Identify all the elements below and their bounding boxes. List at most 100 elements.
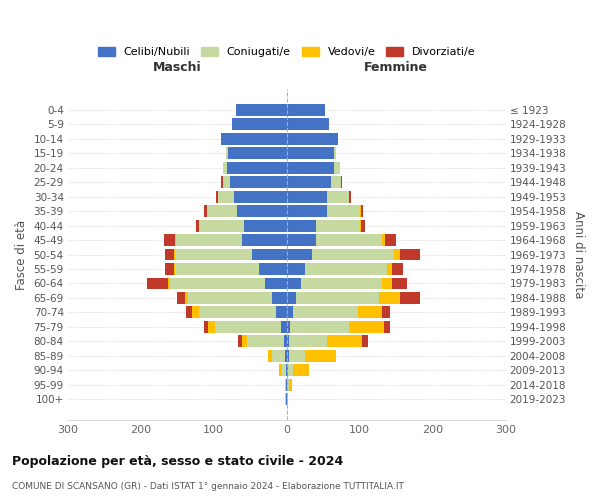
Bar (288, 364, 293, 376)
Bar (334, 162, 340, 173)
Bar (316, 220, 359, 232)
Bar (287, 205, 327, 217)
Bar (185, 292, 188, 304)
Bar (359, 220, 361, 232)
Bar (287, 278, 301, 289)
Bar (287, 292, 296, 304)
Bar (287, 234, 316, 246)
Bar (229, 148, 287, 159)
Bar (392, 263, 403, 275)
Legend: Celibi/Nubili, Coniugati/e, Vedovi/e, Divorziati/e: Celibi/Nubili, Coniugati/e, Vedovi/e, Di… (94, 42, 480, 62)
Bar (175, 234, 176, 246)
Text: COMUNE DI SCANSANO (GR) - Dati ISTAT 1° gennaio 2024 - Elaborazione TUTTITALIA.I: COMUNE DI SCANSANO (GR) - Dati ISTAT 1° … (12, 482, 404, 491)
Bar (316, 234, 382, 246)
Bar (400, 292, 420, 304)
Bar (199, 306, 276, 318)
Bar (286, 364, 287, 376)
Bar (286, 379, 287, 390)
Bar (237, 205, 287, 217)
Bar (305, 350, 335, 362)
Bar (221, 133, 287, 144)
Bar (287, 248, 312, 260)
Bar (359, 205, 361, 217)
Bar (281, 321, 287, 333)
Bar (287, 336, 289, 347)
Bar (284, 379, 286, 390)
Bar (174, 248, 175, 260)
Bar (227, 162, 287, 173)
Bar (223, 162, 227, 173)
Bar (232, 118, 287, 130)
Bar (287, 220, 316, 232)
Bar (289, 336, 327, 347)
Bar (188, 292, 272, 304)
Bar (327, 205, 359, 217)
Bar (244, 220, 287, 232)
Bar (285, 393, 286, 405)
Bar (170, 278, 265, 289)
Bar (164, 234, 175, 246)
Bar (382, 234, 385, 246)
Bar (192, 306, 199, 318)
Bar (208, 321, 215, 333)
Bar (148, 278, 168, 289)
Bar (238, 336, 242, 347)
Bar (287, 393, 288, 405)
Bar (305, 263, 386, 275)
Bar (301, 278, 382, 289)
Bar (196, 220, 199, 232)
Bar (206, 205, 237, 217)
Bar (215, 321, 281, 333)
Bar (287, 263, 305, 275)
Bar (287, 364, 288, 376)
Bar (349, 321, 384, 333)
Bar (394, 248, 400, 260)
Bar (280, 364, 281, 376)
Bar (361, 220, 365, 232)
Bar (176, 234, 242, 246)
Bar (287, 162, 334, 173)
Bar (178, 292, 185, 304)
Bar (392, 278, 407, 289)
Bar (165, 263, 174, 275)
Bar (358, 306, 382, 318)
Bar (287, 118, 329, 130)
Bar (400, 248, 420, 260)
Bar (247, 336, 284, 347)
Bar (276, 306, 287, 318)
Bar (265, 278, 287, 289)
Bar (218, 190, 234, 202)
Bar (287, 133, 338, 144)
Bar (272, 350, 285, 362)
Text: Maschi: Maschi (153, 62, 202, 74)
Bar (287, 104, 325, 116)
Bar (361, 205, 364, 217)
Bar (362, 336, 368, 347)
Bar (226, 148, 229, 159)
Y-axis label: Anni di nascita: Anni di nascita (572, 211, 585, 298)
Bar (287, 379, 289, 390)
Bar (287, 321, 290, 333)
Bar (242, 336, 247, 347)
Bar (327, 336, 362, 347)
Text: Femmine: Femmine (364, 62, 428, 74)
Bar (259, 263, 287, 275)
Bar (312, 248, 394, 260)
Bar (223, 176, 230, 188)
Bar (341, 176, 342, 188)
Bar (165, 248, 174, 260)
Bar (175, 248, 252, 260)
Bar (281, 364, 286, 376)
Bar (216, 190, 218, 202)
Y-axis label: Fasce di età: Fasce di età (15, 220, 28, 290)
Bar (175, 263, 259, 275)
Bar (287, 148, 334, 159)
Bar (384, 321, 389, 333)
Bar (289, 350, 305, 362)
Bar (349, 190, 351, 202)
Bar (382, 306, 391, 318)
Bar (242, 234, 287, 246)
Bar (221, 176, 223, 188)
Bar (174, 263, 175, 275)
Bar (234, 190, 287, 202)
